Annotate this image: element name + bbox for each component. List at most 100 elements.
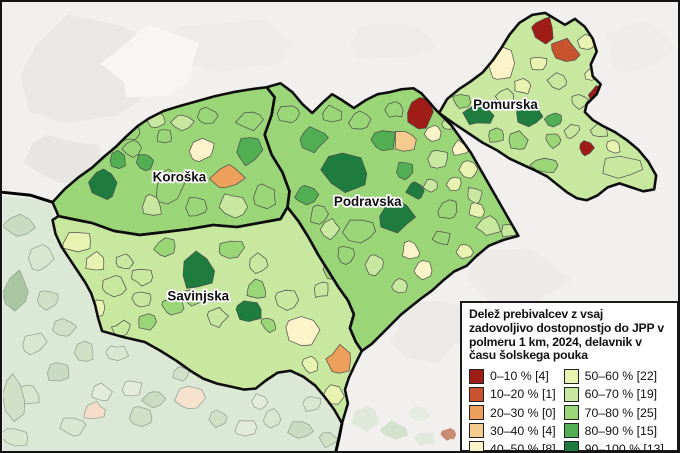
- faded-municipality: [83, 401, 106, 419]
- legend-swatch-icon: [469, 386, 484, 402]
- municipality: [424, 124, 442, 142]
- municipality: [274, 289, 300, 311]
- municipality: [452, 94, 472, 109]
- relief-patch: [351, 405, 380, 432]
- municipality: [437, 199, 458, 219]
- municipality: [427, 150, 448, 169]
- municipality: [488, 127, 504, 143]
- legend-item-label: 30–40 % [4]: [490, 423, 556, 438]
- faded-municipality: [251, 393, 269, 411]
- municipality: [544, 112, 562, 128]
- legend-item-label: 50–60 % [22]: [584, 369, 658, 384]
- relief-patch: [413, 432, 435, 447]
- legend-item: 20–30 % [0]: [469, 404, 560, 422]
- municipality: [218, 240, 245, 259]
- municipality: [579, 140, 595, 157]
- municipality: [391, 278, 408, 294]
- legend-column-right: 50–60 % [22] 60–70 % [19] 70–80 % [25] 80–9…: [563, 367, 670, 453]
- relief-patch: [390, 301, 476, 364]
- municipality: [218, 193, 249, 219]
- region-label-koroska: Koroška: [153, 169, 207, 184]
- municipality: [313, 281, 329, 298]
- municipality: [530, 56, 548, 71]
- faded-municipality: [174, 385, 207, 410]
- municipality: [301, 355, 319, 374]
- legend-item: 70–80 % [25]: [563, 404, 670, 422]
- faded-municipality: [91, 382, 113, 402]
- region-border-savinjska: [51, 205, 364, 425]
- faded-municipality: [121, 380, 143, 397]
- municipality: [563, 124, 581, 139]
- municipality: [142, 193, 162, 216]
- relief-patch: [466, 248, 572, 308]
- municipality: [364, 254, 384, 277]
- municipality: [348, 110, 372, 130]
- national-border: [334, 421, 344, 451]
- municipality: [249, 252, 269, 274]
- municipality: [131, 291, 152, 308]
- municipality: [602, 155, 644, 179]
- municipality: [469, 202, 485, 218]
- municipality: [458, 160, 479, 179]
- municipality: [342, 219, 376, 244]
- municipality: [246, 278, 266, 299]
- faded-municipality: [59, 417, 87, 437]
- faded-municipality: [128, 406, 153, 427]
- legend-swatch-icon: [563, 368, 579, 384]
- relief-shading-layer: [20, 14, 676, 447]
- municipality: [156, 129, 172, 144]
- faded-area-base: [3, 196, 342, 451]
- municipality: [102, 275, 127, 298]
- municipality: [310, 204, 329, 225]
- municipality: [62, 232, 91, 253]
- legend-item-label: 0–10 % [4]: [490, 369, 549, 384]
- legend-swatch-icon: [563, 423, 579, 439]
- legend-item: 90–100 % [13]: [563, 440, 670, 453]
- municipality: [276, 105, 300, 123]
- legend-item: 60–70 % [19]: [563, 385, 670, 403]
- faded-municipality: [22, 332, 48, 356]
- faded-municipality: [141, 391, 167, 409]
- legend-item-label: 70–80 % [25]: [584, 405, 658, 420]
- faded-municipality: [3, 428, 29, 447]
- legend-item-label: 20–30 % [0]: [490, 405, 556, 420]
- region-label-savinjska: Savinjska: [167, 288, 229, 303]
- region-layer-koroska: [88, 106, 276, 219]
- legend-item: 30–40 % [4]: [469, 422, 560, 440]
- relief-patch: [605, 19, 676, 74]
- municipality: [325, 344, 351, 374]
- municipality: [320, 152, 368, 193]
- municipality: [155, 168, 186, 205]
- legend-item-label: 60–70 % [19]: [584, 387, 658, 402]
- municipality: [337, 246, 356, 265]
- municipality: [196, 106, 219, 125]
- municipality: [508, 130, 529, 150]
- legend-columns: 0–10 % [4] 10–20 % [1] 20–30 % [0] 30–40 % …: [469, 367, 670, 453]
- region-border-pomurska: [437, 11, 658, 202]
- relief-patch: [440, 428, 457, 441]
- municipality: [379, 199, 416, 234]
- municipality: [135, 154, 155, 172]
- legend-swatch-icon: [563, 441, 579, 451]
- region-border-podravska: [263, 81, 520, 353]
- municipality: [182, 250, 215, 289]
- relief-patch: [23, 134, 102, 184]
- municipality: [422, 178, 438, 193]
- faded-municipality: [73, 340, 94, 362]
- relief-patch: [162, 19, 295, 73]
- faded-municipality: [51, 318, 77, 337]
- municipality: [514, 78, 532, 95]
- municipality: [188, 137, 215, 163]
- faded-municipalities-layer: [3, 213, 339, 449]
- faded-municipality: [47, 362, 70, 382]
- municipality: [111, 319, 131, 336]
- municipality: [455, 244, 474, 259]
- faded-municipality: [27, 244, 55, 272]
- faded-municipality: [36, 290, 59, 311]
- region-layer-podravska: [276, 97, 519, 294]
- legend-item-label: 90–100 % [13]: [584, 441, 664, 453]
- municipality: [551, 38, 581, 62]
- municipality: [546, 72, 567, 90]
